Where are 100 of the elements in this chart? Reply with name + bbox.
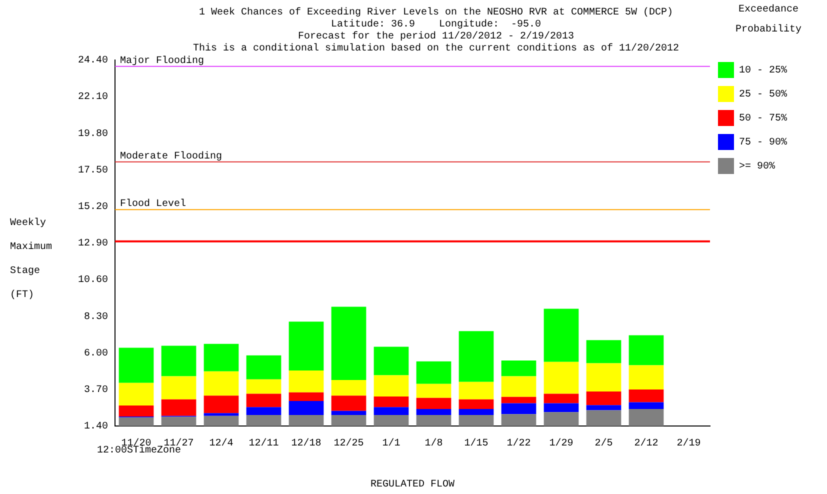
- ref-line-label: Flood Level: [120, 198, 186, 210]
- bar: [374, 346, 409, 376]
- bar: [416, 415, 452, 426]
- bar: [118, 417, 154, 426]
- x-tick-label: 12/4: [209, 438, 234, 450]
- x-tick-label: 2/5: [594, 438, 613, 450]
- chart-title: 1 Week Chances of Exceeding River Levels on the NEOSHO RVR at COMMERCE 5W (DCP): [198, 6, 674, 19]
- x-tick-label: 1/22: [506, 438, 531, 450]
- x-tick-label: 1/15: [464, 438, 488, 450]
- bar: [246, 394, 282, 408]
- bar: [374, 396, 409, 408]
- bar: [161, 416, 196, 426]
- legend-label: 50 - 75%: [738, 114, 788, 125]
- x-tick-label: 2/19: [676, 438, 701, 450]
- bar: [586, 391, 622, 406]
- bar: [628, 390, 664, 402]
- bar: [161, 346, 196, 376]
- bar: [331, 306, 366, 380]
- bar: [161, 376, 196, 400]
- bar: [628, 408, 664, 426]
- bar: [331, 380, 366, 396]
- y-tick-label: 17.50: [78, 165, 108, 176]
- bar: [501, 403, 536, 414]
- ref-line-label: Major Flooding: [120, 55, 204, 68]
- bar: [501, 414, 536, 426]
- y-tick-label: 8.30: [84, 312, 108, 323]
- bar: [544, 308, 579, 362]
- bar: [204, 413, 239, 416]
- legend-title: Exceedance Probability: [735, 4, 802, 36]
- bar: [458, 408, 494, 416]
- bar: [501, 376, 536, 397]
- bar: [458, 382, 494, 400]
- bar: [246, 407, 282, 416]
- bar: [416, 408, 452, 416]
- bar: [204, 371, 239, 396]
- bar: [288, 401, 324, 416]
- text: 12:00STimeZone: [97, 444, 182, 457]
- bar: [204, 344, 239, 372]
- x-tick-label: 1/8: [424, 438, 443, 450]
- y-tick-label: 1.40: [84, 422, 108, 433]
- bar: [628, 335, 664, 366]
- bar: [246, 355, 282, 380]
- chart-subtitle: Latitude: 36.9 Longitude: -95.0 Forecast for the period 11/20/2012 - 2/19/2013 This is a conditional simulation based on the current conditions as of 11/20/2012: [192, 18, 680, 55]
- bar: [586, 340, 622, 364]
- x-tick-label: 12/25: [334, 438, 364, 450]
- bar: [628, 402, 664, 409]
- bar: [544, 362, 579, 394]
- y-tick-label: 24.40: [78, 56, 108, 67]
- bar: [458, 399, 494, 409]
- x-tick-label: 1/29: [549, 438, 574, 450]
- bar: [501, 396, 536, 404]
- x-tick-label: 1/1: [382, 438, 400, 450]
- bar: [246, 379, 282, 394]
- bar: [458, 331, 494, 382]
- bar: [331, 415, 366, 426]
- bar: [416, 361, 452, 384]
- legend-label: >= 90%: [738, 162, 776, 173]
- bar: [544, 403, 579, 412]
- bar: [416, 384, 452, 398]
- y-tick-label: 22.10: [78, 92, 108, 104]
- bar: [374, 375, 409, 397]
- bar: [288, 392, 324, 402]
- y-tick-label: 6.00: [84, 348, 108, 360]
- x-tick-label: 2/12: [634, 438, 658, 450]
- bar: [586, 363, 622, 392]
- y-tick-label: 10.60: [78, 275, 108, 286]
- y-tick-label: 15.20: [78, 202, 108, 214]
- bar: [331, 396, 366, 411]
- bar: [586, 405, 622, 410]
- bar: [458, 415, 494, 426]
- bar: [204, 396, 239, 414]
- bar: [288, 322, 324, 370]
- bar: [246, 415, 282, 426]
- x-tick-label: 12/11: [248, 438, 279, 450]
- legend-label: 25 - 50%: [738, 90, 788, 101]
- bar: [586, 410, 622, 426]
- bar: [628, 365, 664, 390]
- text: Weekly Maximum Stage (FT): [10, 218, 52, 302]
- bar: [544, 394, 579, 404]
- bar: [331, 410, 366, 416]
- bar: [501, 360, 536, 376]
- bar: [118, 382, 154, 406]
- y-tick-label: 12.90: [78, 238, 108, 250]
- x-tick-label: 12/18: [291, 438, 322, 450]
- bar: [288, 370, 324, 392]
- y-tick-label: 19.80: [78, 128, 108, 140]
- bar: [204, 416, 239, 426]
- bar: [118, 348, 154, 383]
- bar: [544, 412, 579, 426]
- legend-label: 75 - 90%: [738, 138, 788, 149]
- y-tick-label: 3.70: [84, 385, 108, 396]
- bar: [288, 415, 324, 426]
- bar: [374, 407, 409, 416]
- legend-label: 10 - 25%: [738, 66, 788, 77]
- bar: [118, 405, 154, 416]
- bar: [374, 415, 409, 426]
- bar: [161, 399, 196, 416]
- x-axis-title: REGULATED FLOW: [370, 480, 455, 491]
- bar: [416, 398, 452, 409]
- ref-line-label: Moderate Flooding: [120, 150, 222, 162]
